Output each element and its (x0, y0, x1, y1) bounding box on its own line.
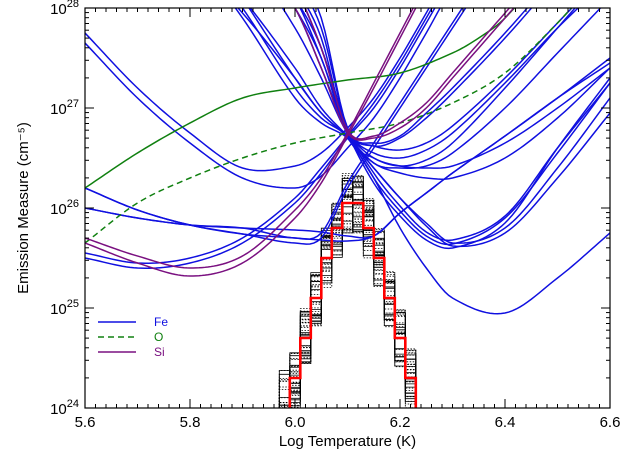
curve-fe-0 (85, 57, 610, 242)
y-tick-label: 1025 (50, 298, 79, 318)
legend-label-fe: Fe (154, 315, 168, 329)
mc-solution-29 (278, 193, 417, 408)
axes: 5.6 5.8 6.0 6.2 6.4 6.6 1024 1025 1026 1027 1028 Lo… (15, 0, 620, 450)
x-axis-title: Log Temperature (K) (279, 433, 416, 450)
curve-fe-21 (304, 8, 610, 242)
x-tick-label: 6.4 (495, 414, 516, 431)
dem-histogram (278, 201, 418, 408)
curve-si-26 (294, 8, 515, 141)
curve-fe-12 (312, 8, 533, 148)
y-tick-label: 1024 (50, 398, 79, 418)
curve-si-27 (304, 8, 511, 140)
y-axis-title: Emission Measure (cm⁻⁵) (15, 122, 32, 294)
curve-fe-19 (294, 8, 610, 250)
curve-fe-2 (85, 8, 430, 172)
y-tick-label: 1028 (50, 0, 79, 18)
legend-label-si: Si (154, 345, 165, 359)
mc-solution-14 (278, 178, 417, 408)
curve-si-25 (85, 8, 414, 269)
curve-fe-7 (234, 8, 610, 248)
curve-o-23 (85, 8, 573, 244)
curve-fe-5 (237, 8, 610, 169)
mc-solution-37 (278, 182, 417, 408)
curve-fe-17 (85, 8, 467, 245)
curve-o-22 (85, 8, 516, 189)
curve-fe-18 (85, 8, 464, 240)
x-tick-label: 6.0 (285, 414, 306, 431)
y-tick-label: 1027 (50, 98, 79, 118)
curve-si-24 (85, 8, 417, 277)
y-tick-label: 1026 (50, 198, 79, 218)
x-tick-label: 6.2 (390, 414, 411, 431)
dem-best-fit (278, 201, 418, 408)
curve-fe-14 (300, 8, 602, 170)
x-tick-label: 5.8 (180, 414, 201, 431)
curve-fe-3 (85, 8, 441, 189)
x-tick-label: 5.6 (75, 414, 96, 431)
curve-fe-1 (85, 62, 610, 239)
curve-fe-4 (249, 8, 610, 180)
loci-curves (85, 8, 610, 315)
legend-label-o: O (154, 330, 163, 344)
x-tick-label: 6.6 (600, 414, 621, 431)
curve-fe-11 (306, 8, 576, 167)
